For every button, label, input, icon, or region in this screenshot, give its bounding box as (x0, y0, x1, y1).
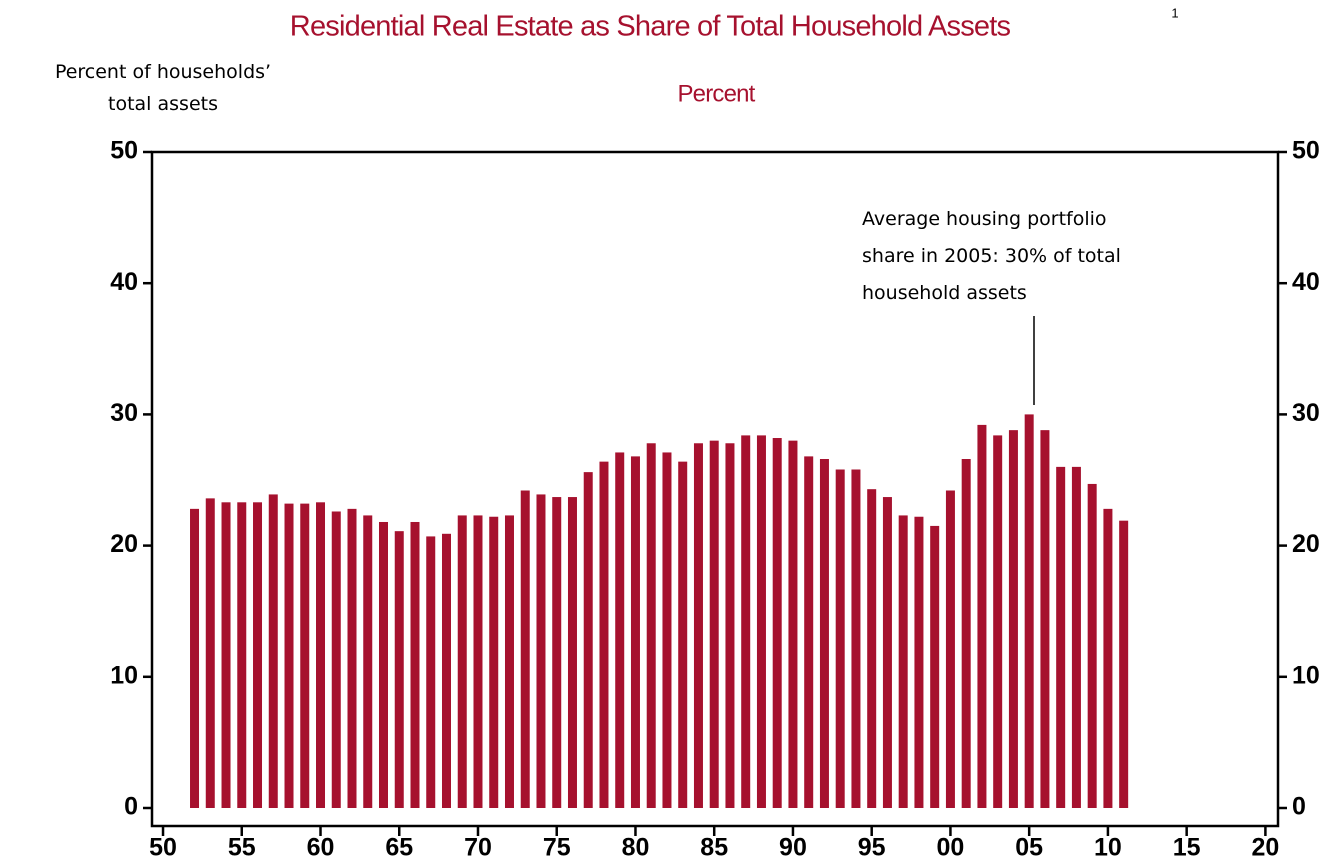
y2-tick-label: 40 (1292, 268, 1320, 296)
bar (662, 452, 672, 808)
bar (410, 521, 420, 808)
y-tick-label: 20 (110, 530, 138, 558)
bar (756, 435, 766, 808)
x-tick-label: 60 (307, 834, 335, 862)
bar (347, 508, 357, 808)
y2-tick-label: 30 (1292, 399, 1320, 427)
bar (331, 511, 341, 808)
bar (693, 443, 703, 808)
bar (945, 490, 955, 808)
chart-title: Residential Real Estate as Share of Tota… (290, 11, 1011, 43)
bar (426, 536, 436, 808)
y2-tick-label: 20 (1292, 530, 1320, 558)
bar (473, 515, 483, 808)
bar (835, 469, 845, 808)
bar (898, 515, 908, 808)
bar (316, 502, 326, 808)
annotation: household assets (862, 282, 1027, 304)
bar (678, 461, 688, 808)
bar (930, 525, 940, 808)
y2-tick-label: 50 (1292, 137, 1320, 165)
bar (599, 461, 609, 808)
bar (583, 472, 593, 808)
bar (1087, 483, 1097, 808)
bar (504, 515, 514, 808)
x-tick-label: 00 (937, 834, 965, 862)
x-tick-label: 80 (622, 834, 650, 862)
bar (268, 494, 278, 808)
x-tick-label: 95 (858, 834, 886, 862)
bar (394, 531, 404, 808)
bar (284, 503, 294, 808)
bar (489, 516, 499, 808)
bar (788, 440, 798, 808)
bar (205, 498, 215, 808)
x-tick-label: 70 (464, 834, 492, 862)
bar (882, 497, 892, 808)
x-tick-label: 15 (1173, 834, 1201, 862)
y-tick-label: 0 (124, 793, 138, 821)
bar (914, 516, 924, 808)
y2-tick-label: 0 (1292, 793, 1306, 821)
subtitle: Percent (677, 80, 755, 107)
bar (709, 440, 719, 808)
y-tick-label: 10 (110, 661, 138, 689)
bar (804, 456, 814, 808)
bar (851, 469, 861, 808)
x-tick-label: 90 (779, 834, 807, 862)
bar (1103, 508, 1113, 808)
annotation: share in 2005: 30% of total (862, 245, 1121, 267)
bar (363, 515, 373, 808)
x-tick-label: 55 (228, 834, 256, 862)
bar (221, 502, 231, 808)
bar (772, 438, 782, 808)
bar (1008, 430, 1018, 808)
bar (378, 521, 388, 808)
bar (1040, 430, 1050, 808)
x-tick-label: 20 (1251, 834, 1279, 862)
y-axis-label: Percent of households’ (55, 61, 271, 83)
bar (1056, 466, 1066, 808)
bar (567, 497, 577, 808)
bar (237, 502, 247, 808)
y-tick-label: 30 (110, 399, 138, 427)
y-axis-label: total assets (108, 93, 218, 115)
x-tick-label: 10 (1094, 834, 1122, 862)
bar (1071, 466, 1081, 808)
x-tick-label: 65 (385, 834, 413, 862)
y-tick-label: 40 (110, 268, 138, 296)
footnote-marker: 1 (1171, 5, 1178, 20)
bar (1024, 414, 1034, 808)
bar (190, 508, 200, 808)
bar (977, 424, 987, 808)
bar (441, 533, 451, 808)
y2-tick-label: 10 (1292, 661, 1320, 689)
bar (615, 452, 625, 808)
bar (300, 503, 310, 808)
bar (646, 443, 656, 808)
bar (819, 459, 829, 808)
bar (993, 435, 1003, 808)
bar (741, 435, 751, 808)
x-tick-label: 05 (1015, 834, 1043, 862)
bar (725, 443, 735, 808)
bar (552, 497, 562, 808)
bar (1119, 520, 1129, 808)
bar (536, 494, 546, 808)
x-tick-label: 85 (700, 834, 728, 862)
bar (253, 502, 263, 808)
y-tick-label: 50 (110, 137, 138, 165)
bar (630, 456, 640, 808)
bar (457, 515, 467, 808)
x-tick-label: 50 (149, 834, 177, 862)
bar (961, 459, 971, 808)
bar (520, 490, 530, 808)
bar (867, 489, 877, 808)
annotation: Average housing portfolio (862, 208, 1107, 230)
x-tick-label: 75 (543, 834, 571, 862)
